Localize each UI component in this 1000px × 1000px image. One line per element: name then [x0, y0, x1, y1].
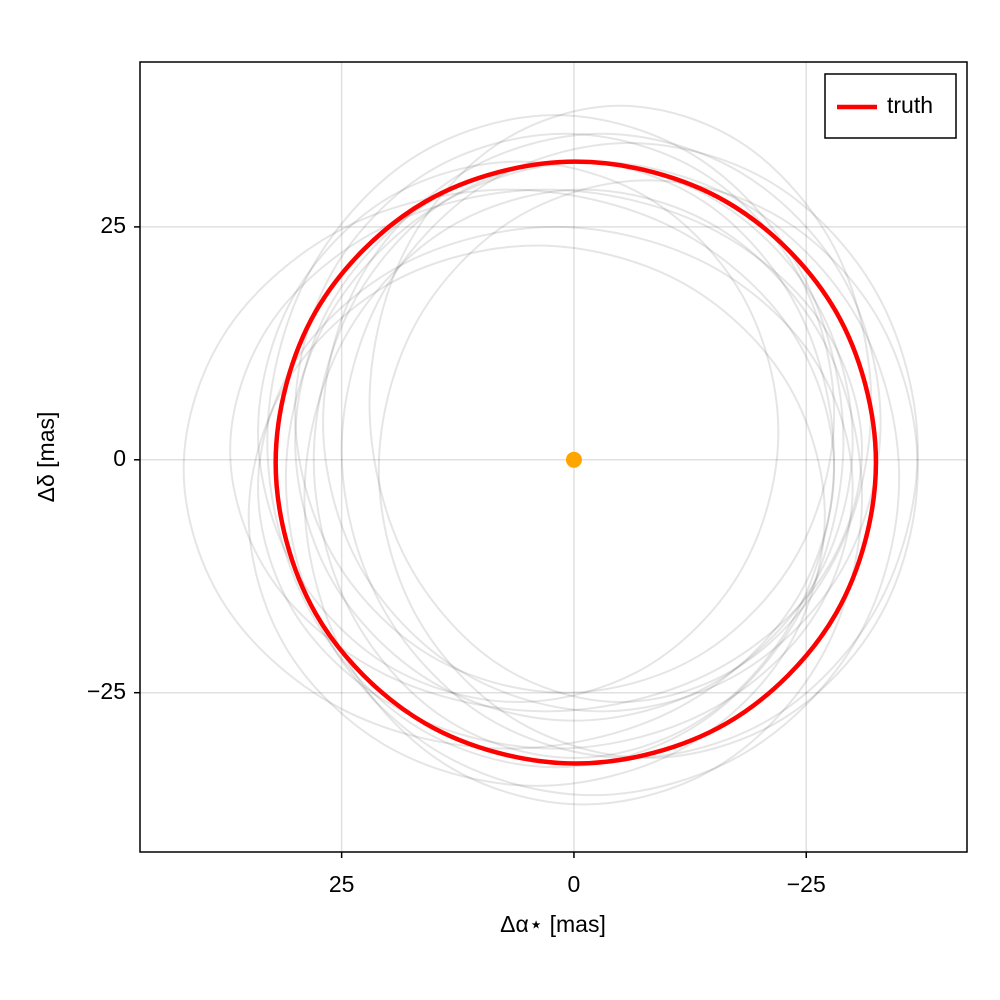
- x-tick-label: 25: [329, 871, 355, 897]
- sample-orbit: [322, 132, 882, 713]
- sample-orbit: [340, 142, 919, 759]
- plot-marks: [182, 104, 919, 806]
- sample-orbit: [294, 132, 836, 694]
- sample-orbit: [303, 188, 863, 806]
- sample-orbit: [284, 160, 901, 797]
- x-tick-label: −25: [787, 871, 826, 897]
- y-axis-label: Δδ [mas]: [33, 412, 59, 503]
- truth-orbit: [273, 159, 879, 766]
- x-tick-label: 0: [568, 871, 581, 897]
- plot-frame: [139, 61, 968, 853]
- sample-orbit: [377, 179, 919, 759]
- sample-orbit: [257, 160, 780, 704]
- y-tick-label: 25: [100, 212, 126, 238]
- sample-orbit: [312, 160, 836, 759]
- sample-orbit: [182, 188, 836, 750]
- star-marker: [565, 451, 582, 468]
- sample-orbit: [266, 114, 845, 769]
- sample-orbit: [247, 244, 826, 787]
- y-tick-label: 0: [113, 445, 126, 471]
- x-axis-label: Δα⋆ [mas]: [500, 911, 606, 937]
- legend-label: truth: [887, 92, 933, 118]
- y-tick-label: −25: [87, 678, 126, 704]
